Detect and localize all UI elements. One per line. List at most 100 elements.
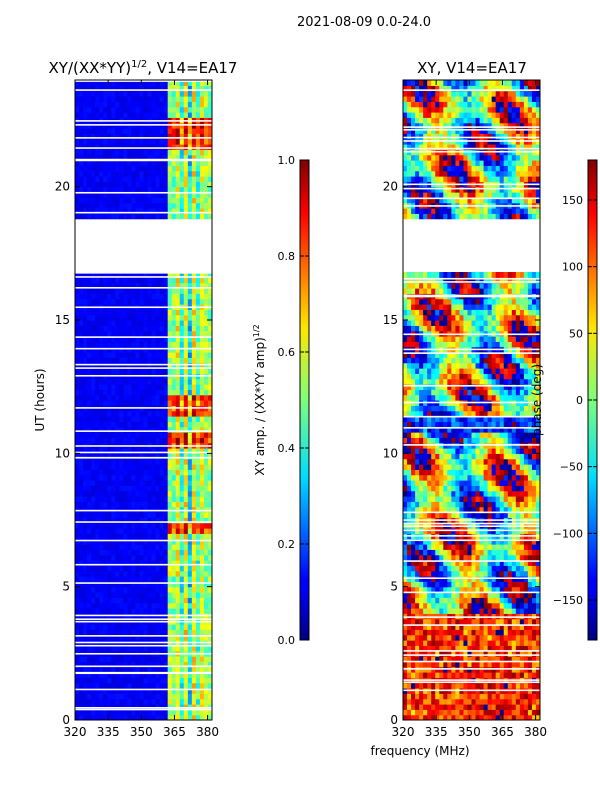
heatmap-cell: [499, 645, 505, 652]
heatmap-cell: [131, 133, 137, 140]
heatmap-cell: [127, 528, 133, 534]
heatmap-cell: [199, 202, 205, 209]
heatmap-cell: [155, 208, 161, 214]
heatmap-cell: [195, 698, 201, 705]
heatmap-cell: [143, 688, 149, 694]
heatmap-cell: [171, 394, 177, 401]
heatmap-cell: [195, 378, 201, 385]
heatmap-cell: [75, 437, 80, 444]
heatmap-cell: [159, 560, 165, 566]
heatmap-cell: [199, 293, 205, 300]
heatmap-cell: [75, 208, 80, 214]
heatmap-cell: [127, 522, 133, 529]
heatmap-cell: [79, 400, 84, 406]
heatmap-cell: [91, 634, 96, 641]
heatmap-cell: [175, 293, 181, 300]
heatmap-cell: [535, 704, 540, 710]
heatmap-cell: [139, 362, 145, 369]
heatmap-cell: [83, 560, 88, 566]
heatmap-cell: [171, 320, 177, 326]
heatmap-cell: [75, 144, 80, 150]
heatmap-cell: [191, 176, 197, 182]
heatmap-cell: [183, 464, 189, 470]
heatmap-cell: [499, 634, 505, 641]
heatmap-cell: [499, 682, 505, 689]
heatmap-cell: [207, 213, 212, 220]
heatmap-cell: [515, 698, 521, 705]
heatmap-cell: [135, 170, 141, 177]
heatmap-cell: [183, 314, 189, 321]
heatmap-cell: [207, 533, 212, 540]
heatmap-cell: [99, 437, 104, 444]
heatmap-cell: [95, 421, 100, 428]
heatmap-cell: [75, 202, 80, 209]
heatmap-cell: [199, 352, 205, 358]
heatmap-cell: [99, 709, 104, 716]
heatmap-cell: [119, 453, 124, 460]
heatmap-cell: [511, 629, 517, 636]
heatmap-cell: [111, 592, 116, 598]
heatmap-cell: [167, 384, 173, 390]
heatmap-cell: [87, 314, 92, 321]
heatmap-cell: [195, 688, 201, 694]
heatmap-cell: [179, 309, 185, 316]
heatmap-cell: [119, 80, 124, 86]
heatmap-cell: [131, 96, 137, 102]
flagged-row: [75, 191, 212, 194]
heatmap-cell: [159, 581, 165, 588]
heatmap-cell: [199, 400, 205, 406]
heatmap-cell: [83, 474, 88, 481]
heatmap-cell: [171, 666, 177, 673]
heatmap-cell: [131, 714, 137, 720]
heatmap-cell: [471, 586, 477, 593]
heatmap-cell: [491, 602, 497, 609]
heatmap-cell: [167, 421, 173, 428]
heatmap-cell: [159, 666, 165, 673]
heatmap-cell: [135, 704, 141, 710]
heatmap-cell: [151, 80, 157, 86]
heatmap-cell: [143, 592, 149, 598]
heatmap-cell: [143, 421, 149, 428]
heatmap-cell: [147, 693, 153, 700]
heatmap-cell: [467, 602, 473, 609]
heatmap-cell: [143, 672, 149, 678]
heatmap-cell: [79, 592, 84, 598]
heatmap-cell: [155, 106, 161, 113]
heatmap-cell: [447, 629, 452, 636]
heatmap-cell: [203, 368, 209, 374]
heatmap-cell: [503, 709, 509, 716]
heatmap-cell: [159, 490, 165, 497]
heatmap-cell: [139, 320, 145, 326]
heatmap-cell: [143, 80, 149, 86]
heatmap-cell: [195, 490, 201, 497]
heatmap-cell: [119, 202, 124, 209]
heatmap-cell: [171, 325, 177, 332]
heatmap-cell: [187, 336, 193, 342]
heatmap-cell: [163, 170, 169, 177]
heatmap-cell: [527, 682, 533, 689]
heatmap-cell: [155, 453, 161, 460]
heatmap-cell: [107, 693, 112, 700]
heatmap-cell: [207, 506, 212, 513]
heatmap-cell: [79, 325, 84, 332]
heatmap-cell: [131, 682, 137, 689]
heatmap-cell: [167, 165, 173, 172]
heatmap-cell: [163, 176, 169, 182]
heatmap-cell: [199, 357, 205, 364]
heatmap-cell: [135, 698, 141, 705]
heatmap-cell: [483, 682, 489, 689]
heatmap-cell: [99, 485, 104, 492]
heatmap-cell: [139, 576, 145, 582]
heatmap-cell: [131, 176, 137, 182]
flagged-row: [75, 374, 212, 377]
heatmap-cell: [99, 693, 104, 700]
heatmap-cell: [199, 213, 205, 220]
heatmap-cell: [147, 330, 153, 337]
heatmap-cell: [111, 453, 116, 460]
heatmap-cell: [163, 656, 169, 662]
heatmap-cell: [483, 538, 489, 545]
x-tick-label: 320: [64, 725, 87, 739]
heatmap-cell: [523, 704, 529, 710]
heatmap-cell: [91, 528, 96, 534]
heatmap-cell: [527, 581, 533, 588]
